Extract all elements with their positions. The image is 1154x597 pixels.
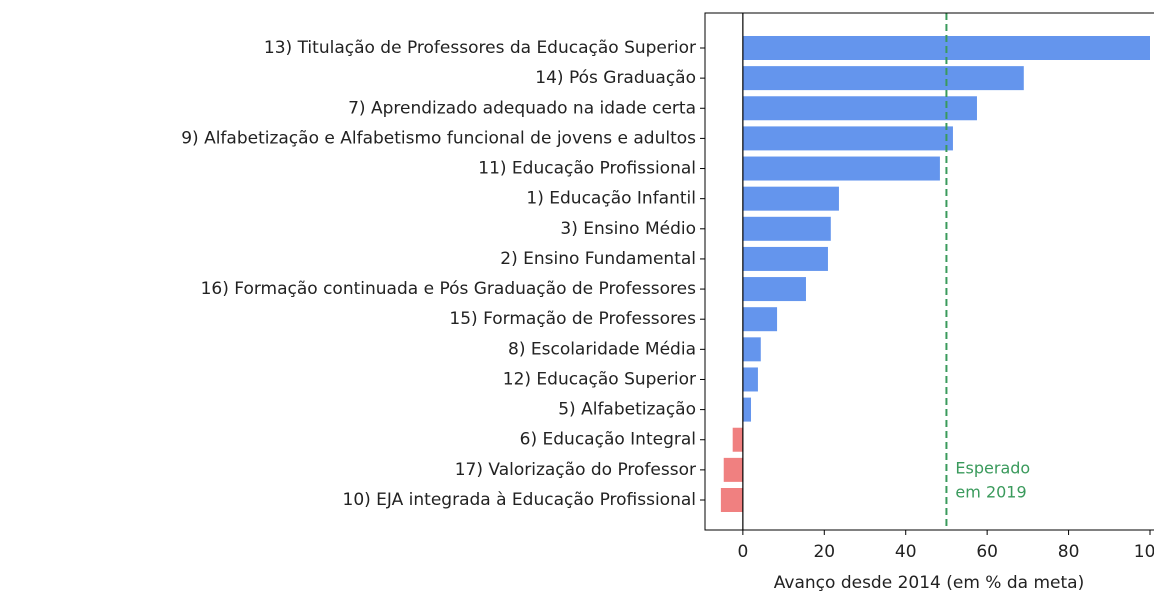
bar bbox=[723, 457, 743, 482]
y-tick-label: 13) Titulação de Professores da Educação… bbox=[264, 38, 696, 58]
y-tick-label: 12) Educação Superior bbox=[503, 369, 696, 389]
y-tick-label: 9) Alfabetização e Alfabetismo funcional… bbox=[181, 128, 696, 148]
bar bbox=[742, 397, 752, 422]
bar bbox=[742, 186, 839, 211]
x-tick-label: 20 bbox=[813, 542, 835, 562]
annotation: em 2019 bbox=[955, 483, 1026, 502]
bar bbox=[742, 277, 806, 302]
x-tick-label: 0 bbox=[737, 542, 748, 562]
bar bbox=[742, 337, 761, 362]
bar bbox=[742, 367, 758, 392]
bar bbox=[742, 66, 1024, 91]
x-tick-label: 100 bbox=[1134, 542, 1154, 562]
y-tick-label: 11) Educação Profissional bbox=[478, 159, 696, 179]
x-tick-label: 40 bbox=[895, 542, 917, 562]
bar bbox=[742, 216, 831, 241]
y-tick-label: 16) Formação continuada e Pós Graduação … bbox=[201, 279, 697, 299]
x-axis-label: Avanço desde 2014 (em % da meta) bbox=[774, 573, 1084, 593]
plot-frame bbox=[704, 12, 1154, 531]
annotation: Esperado bbox=[955, 459, 1030, 478]
y-tick-label: 8) Escolaridade Média bbox=[508, 339, 696, 359]
bar bbox=[732, 427, 743, 452]
y-tick-label: 5) Alfabetização bbox=[558, 400, 696, 420]
x-tick-label: 60 bbox=[976, 542, 998, 562]
bar bbox=[742, 126, 953, 151]
y-tick-label: 6) Educação Integral bbox=[520, 430, 696, 450]
x-tick-label: 80 bbox=[1058, 542, 1080, 562]
y-tick-label: 2) Ensino Fundamental bbox=[500, 249, 696, 269]
y-tick-label: 1) Educação Infantil bbox=[526, 189, 696, 209]
bar bbox=[720, 488, 743, 512]
y-tick-label: 15) Formação de Professores bbox=[449, 309, 696, 329]
bar bbox=[742, 96, 977, 121]
bar bbox=[742, 307, 778, 332]
y-tick-label: 10) EJA integrada à Educação Profissiona… bbox=[343, 490, 696, 510]
y-tick-label: 3) Ensino Médio bbox=[560, 219, 696, 239]
y-tick-label: 7) Aprendizado adequado na idade certa bbox=[348, 98, 696, 118]
y-tick-label: 17) Valorização do Professor bbox=[455, 460, 696, 480]
bar bbox=[742, 156, 940, 181]
bar bbox=[742, 246, 828, 271]
y-tick-label: 14) Pós Graduação bbox=[535, 68, 696, 88]
